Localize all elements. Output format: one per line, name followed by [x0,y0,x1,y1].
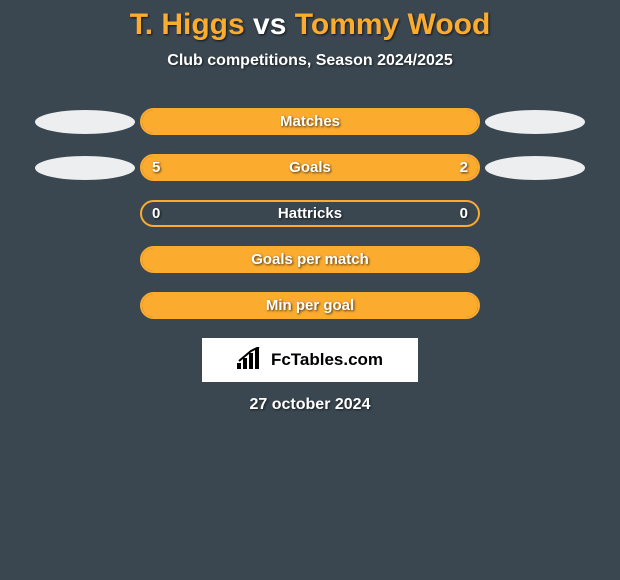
logo-box: FcTables.com [202,338,418,382]
player1-name: T. Higgs [130,8,245,41]
vs-text: vs [253,8,286,41]
left-side [30,156,140,180]
stat-bar: 52Goals [140,154,480,181]
player2-name: Tommy Wood [295,8,491,41]
stat-bar: Goals per match [140,246,480,273]
comparison-panel: T. Higgs vs Tommy Wood Club competitions… [0,0,620,414]
right-side [480,110,590,134]
stat-row: Goals per match [0,246,620,273]
stat-label: Min per goal [142,294,478,317]
stat-label: Hattricks [142,202,478,225]
player2-marker [485,110,585,134]
left-side [30,110,140,134]
stat-bar: 00Hattricks [140,200,480,227]
stat-row: Matches [0,108,620,135]
logo-icon [237,347,265,374]
player2-marker [485,156,585,180]
subtitle: Club competitions, Season 2024/2025 [0,52,620,70]
stat-label: Matches [142,110,478,133]
title: T. Higgs vs Tommy Wood [0,8,620,42]
right-side [480,156,590,180]
stat-row: 52Goals [0,154,620,181]
logo-text: FcTables.com [271,350,383,370]
stats-list: Matches 52Goals 00Hattricks Goals per match… [0,108,620,319]
stat-row: 00Hattricks [0,200,620,227]
stat-row: Min per goal [0,292,620,319]
player1-marker [35,156,135,180]
stat-label: Goals per match [142,248,478,271]
stat-bar: Min per goal [140,292,480,319]
player1-marker [35,110,135,134]
date-text: 27 october 2024 [0,396,620,414]
stat-label: Goals [142,156,478,179]
stat-bar: Matches [140,108,480,135]
